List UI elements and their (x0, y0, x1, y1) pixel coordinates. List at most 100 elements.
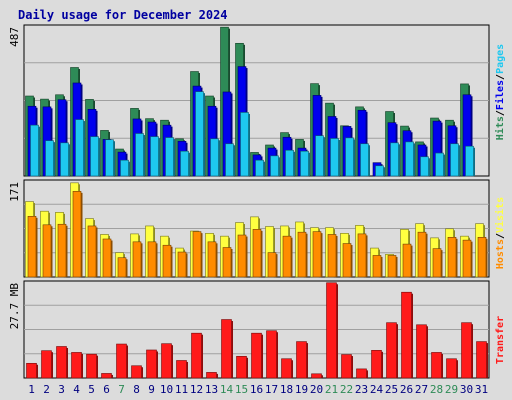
bar-hosts-15-shadow (246, 236, 248, 277)
bar-hosts-17-shadow (276, 254, 278, 277)
bar-transfer-30-shadow (471, 324, 473, 378)
x-tick-label-10: 10 (160, 383, 173, 396)
bar-hosts-22-shadow (351, 245, 353, 277)
bar-hosts-19 (297, 231, 308, 278)
bar-hosts-1-face (27, 216, 37, 278)
bar-transfer-16-face (251, 332, 262, 379)
right-label-top-files: Files (494, 80, 506, 110)
right-label-top-hits: Hits (494, 116, 506, 140)
bar-transfer-22-shadow (351, 356, 353, 378)
bar-hosts-9-face (147, 241, 157, 278)
bar-transfer-16 (251, 332, 263, 379)
bar-transfer-30-face (461, 322, 472, 379)
bar-transfer-25-shadow (396, 324, 398, 378)
bar-transfer-8-face (131, 365, 142, 379)
bar-transfer-23-shadow (366, 370, 368, 378)
bar-transfer-17-face (266, 330, 277, 379)
bar-pages-27-shadow (428, 158, 430, 176)
x-tick-label-3: 3 (58, 383, 65, 396)
bar-transfer-7-shadow (126, 345, 128, 378)
bar-transfer-11-shadow (186, 361, 188, 378)
bar-hosts-29-face (447, 236, 457, 278)
bar-pages-24 (375, 165, 385, 177)
x-tick-label-20: 20 (310, 383, 323, 396)
x-tick-label-19: 19 (295, 383, 308, 396)
bar-transfer-14-shadow (231, 321, 233, 378)
bar-pages-2-shadow (53, 142, 55, 176)
bar-hosts-22-face (342, 243, 352, 278)
bar-hosts-9 (147, 241, 158, 278)
right-label-bot-transfer: Transfer (495, 316, 506, 364)
x-tick-label-1: 1 (28, 383, 35, 396)
bar-transfer-6-face (101, 373, 112, 379)
bar-transfer-20 (311, 373, 323, 379)
bar-hosts-16-face (252, 229, 262, 278)
bar-hosts-1-shadow (36, 217, 38, 277)
bar-transfer-30 (461, 322, 473, 379)
right-label-top-pages: Pages (495, 44, 506, 74)
bar-transfer-7 (116, 343, 128, 379)
bar-transfer-21-face (326, 282, 337, 379)
bar-pages-23 (360, 143, 370, 177)
bar-pages-3 (60, 142, 70, 177)
bar-hosts-3 (57, 223, 68, 278)
bar-transfer-3 (56, 346, 68, 379)
bar-pages-22 (345, 137, 355, 177)
bar-files-28-shadow (441, 122, 443, 176)
bar-transfer-31-shadow (486, 343, 488, 378)
bar-pages-10-face (165, 137, 174, 177)
bar-hosts-20 (312, 231, 323, 278)
bar-hosts-21-shadow (336, 235, 338, 277)
x-tick-label-23: 23 (355, 383, 368, 396)
bar-pages-7-face (120, 159, 129, 177)
bar-pages-11 (180, 150, 190, 177)
bar-hosts-27-face (417, 231, 427, 278)
bar-transfer-31-face (476, 341, 487, 379)
x-tick-label-9: 9 (148, 383, 155, 396)
bar-hosts-29-shadow (456, 238, 458, 277)
bar-pages-23-shadow (368, 145, 370, 176)
bar-pages-29-face (450, 143, 459, 177)
bar-pages-3-shadow (68, 144, 70, 176)
x-tick-label-8: 8 (133, 383, 140, 396)
bar-pages-16-face (255, 159, 264, 177)
right-label-mid-visits: Visits (494, 197, 506, 233)
bar-transfer-19-face (296, 341, 307, 379)
bar-hosts-5 (87, 225, 98, 278)
bar-hosts-19-shadow (306, 233, 308, 277)
x-tick-label-17: 17 (265, 383, 278, 396)
bar-hosts-23-shadow (366, 235, 368, 277)
bar-pages-21-face (330, 138, 339, 177)
bar-pages-13-shadow (218, 140, 220, 176)
bar-pages-27 (420, 156, 430, 177)
bar-transfer-26-face (401, 291, 412, 379)
bar-hosts-24-face (372, 255, 382, 278)
bar-transfer-17 (266, 330, 278, 379)
right-label-top-separator-1: / (495, 110, 506, 116)
x-tick-label-21: 21 (325, 383, 338, 396)
bar-transfer-6 (101, 373, 113, 379)
bar-transfer-14 (221, 319, 233, 379)
bar-transfer-28-face (431, 352, 442, 379)
bar-transfer-1-shadow (36, 364, 38, 378)
bar-hosts-11-face (177, 251, 187, 278)
bar-pages-24-face (375, 165, 384, 177)
bar-hosts-14 (222, 247, 233, 278)
bar-transfer-25 (386, 322, 398, 379)
bar-pages-3-face (60, 142, 69, 177)
bar-pages-12-shadow (203, 93, 205, 176)
bar-pages-14-shadow (233, 145, 235, 176)
bar-pages-13-face (210, 138, 219, 177)
bar-pages-27-face (420, 156, 429, 177)
x-tick-label-6: 6 (103, 383, 110, 396)
bar-hosts-3-shadow (66, 225, 68, 277)
x-tick-label-4: 4 (73, 383, 80, 396)
bar-hosts-26-shadow (411, 245, 413, 277)
bar-pages-26 (405, 141, 415, 177)
x-tick-label-30: 30 (460, 383, 473, 396)
bar-hosts-8-shadow (141, 243, 143, 277)
bar-hosts-6-shadow (111, 240, 113, 277)
bar-files-14-shadow (231, 93, 233, 176)
bar-hosts-12-face (192, 231, 202, 278)
bar-hosts-2-shadow (51, 226, 53, 277)
